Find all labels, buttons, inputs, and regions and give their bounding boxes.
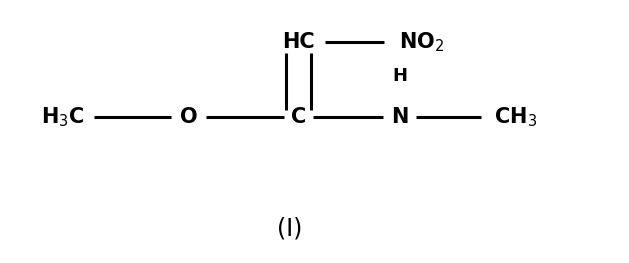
Text: NO$_2$: NO$_2$ <box>399 30 444 54</box>
Text: HC: HC <box>282 32 315 52</box>
Text: (Ⅰ): (Ⅰ) <box>277 217 302 241</box>
Text: C: C <box>291 107 306 127</box>
Text: H: H <box>392 67 407 85</box>
Text: CH$_3$: CH$_3$ <box>494 105 537 129</box>
Text: H$_3$C: H$_3$C <box>41 105 85 129</box>
Text: O: O <box>180 107 198 127</box>
Text: N: N <box>391 107 408 127</box>
